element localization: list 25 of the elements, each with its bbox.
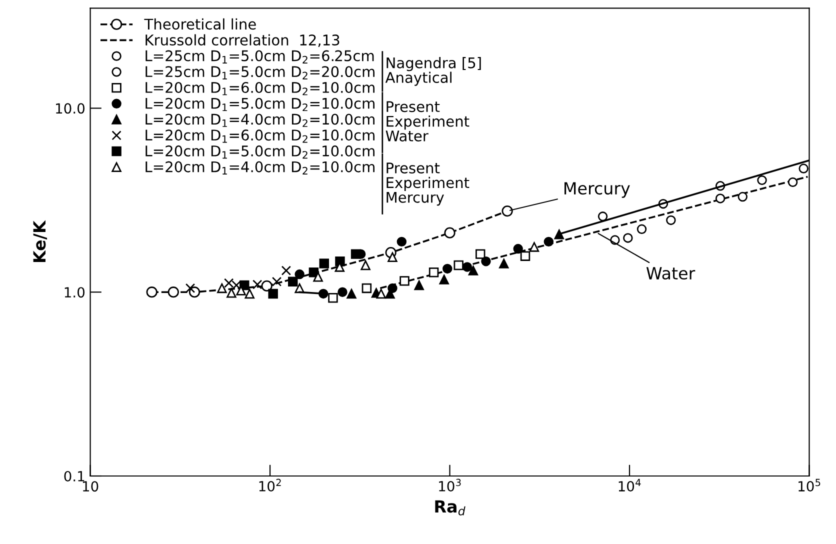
legend-label: L=25cm D$_{1}$=5.0cm D$_{2}$=20.0cm xyxy=(146,66,374,80)
legend-label: L=20cm D$_{1}$=6.0cm D$_{2}$=10.0cm xyxy=(146,82,374,96)
legend-label: L=25cm D$_{1}$=5.0cm D$_{2}$=6.25cm xyxy=(146,50,374,64)
x-tick-label: 10$^{5}$ xyxy=(798,478,820,492)
y-tick-label: 10.0 xyxy=(56,103,85,114)
annotation: Present Experiment Mercury xyxy=(386,162,470,206)
y-axis-title: Ke/K xyxy=(33,220,48,262)
annotation: Present Experiment Water xyxy=(386,101,470,142)
y-tick-label: 0.1 xyxy=(64,470,84,482)
annotation: Water xyxy=(646,267,696,280)
legend-label: L=20cm D$_{1}$=4.0cm D$_{2}$=10.0cm xyxy=(146,161,374,175)
legend-label: L=20cm D$_{1}$=5.0cm D$_{2}$=10.0cm xyxy=(146,145,374,159)
legend-label: L=20cm D$_{1}$=6.0cm D$_{2}$=10.0cm xyxy=(146,130,374,143)
x-axis-title: Ra$_{d}$ xyxy=(435,500,466,516)
legend-label: Theoretical line xyxy=(144,18,256,30)
legend-label: Krussold correlation 12,13 xyxy=(146,34,340,48)
legend-label: L=20cm D$_{1}$=4.0cm D$_{2}$=10.0cm xyxy=(146,114,374,127)
x-tick-label: 10$^{2}$ xyxy=(259,478,281,492)
legend-label: L=20cm D$_{1}$=5.0cm D$_{2}$=10.0cm xyxy=(146,98,374,112)
annotation: Mercury xyxy=(564,182,630,198)
x-tick-label: 10 xyxy=(82,481,98,492)
x-tick-label: 10$^{3}$ xyxy=(439,478,461,492)
x-tick-label: 10$^{4}$ xyxy=(618,478,641,492)
annotation: Nagendra [5] Anaytical xyxy=(385,57,481,86)
y-tick-label: 1.0 xyxy=(64,287,85,298)
